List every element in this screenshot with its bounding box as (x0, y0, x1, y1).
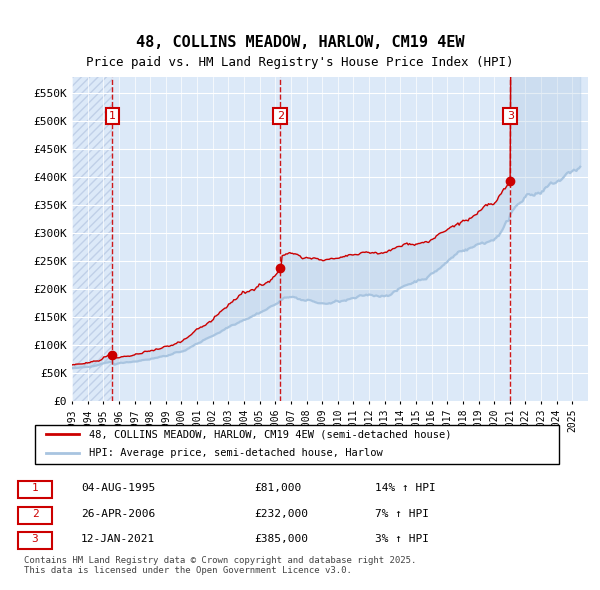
Text: 2: 2 (32, 509, 38, 519)
Text: 14% ↑ HPI: 14% ↑ HPI (375, 483, 436, 493)
Text: 48, COLLINS MEADOW, HARLOW, CM19 4EW (semi-detached house): 48, COLLINS MEADOW, HARLOW, CM19 4EW (se… (89, 430, 452, 439)
Text: £232,000: £232,000 (254, 509, 308, 519)
Text: £385,000: £385,000 (254, 534, 308, 544)
FancyBboxPatch shape (18, 532, 52, 549)
Text: 12-JAN-2021: 12-JAN-2021 (81, 534, 155, 544)
Text: 26-APR-2006: 26-APR-2006 (81, 509, 155, 519)
FancyBboxPatch shape (18, 507, 52, 524)
Text: 3: 3 (507, 111, 514, 121)
Text: Price paid vs. HM Land Registry's House Price Index (HPI): Price paid vs. HM Land Registry's House … (86, 56, 514, 69)
Text: 1: 1 (109, 111, 116, 121)
Text: HPI: Average price, semi-detached house, Harlow: HPI: Average price, semi-detached house,… (89, 448, 383, 458)
FancyBboxPatch shape (35, 425, 559, 464)
Text: 3% ↑ HPI: 3% ↑ HPI (375, 534, 429, 544)
Text: 3: 3 (32, 534, 38, 544)
Text: 7% ↑ HPI: 7% ↑ HPI (375, 509, 429, 519)
Text: 04-AUG-1995: 04-AUG-1995 (81, 483, 155, 493)
Text: 1: 1 (32, 483, 38, 493)
Text: £81,000: £81,000 (254, 483, 301, 493)
FancyBboxPatch shape (18, 481, 52, 498)
Text: 48, COLLINS MEADOW, HARLOW, CM19 4EW: 48, COLLINS MEADOW, HARLOW, CM19 4EW (136, 35, 464, 50)
Text: 2: 2 (277, 111, 284, 121)
Text: Contains HM Land Registry data © Crown copyright and database right 2025.
This d: Contains HM Land Registry data © Crown c… (24, 556, 416, 575)
